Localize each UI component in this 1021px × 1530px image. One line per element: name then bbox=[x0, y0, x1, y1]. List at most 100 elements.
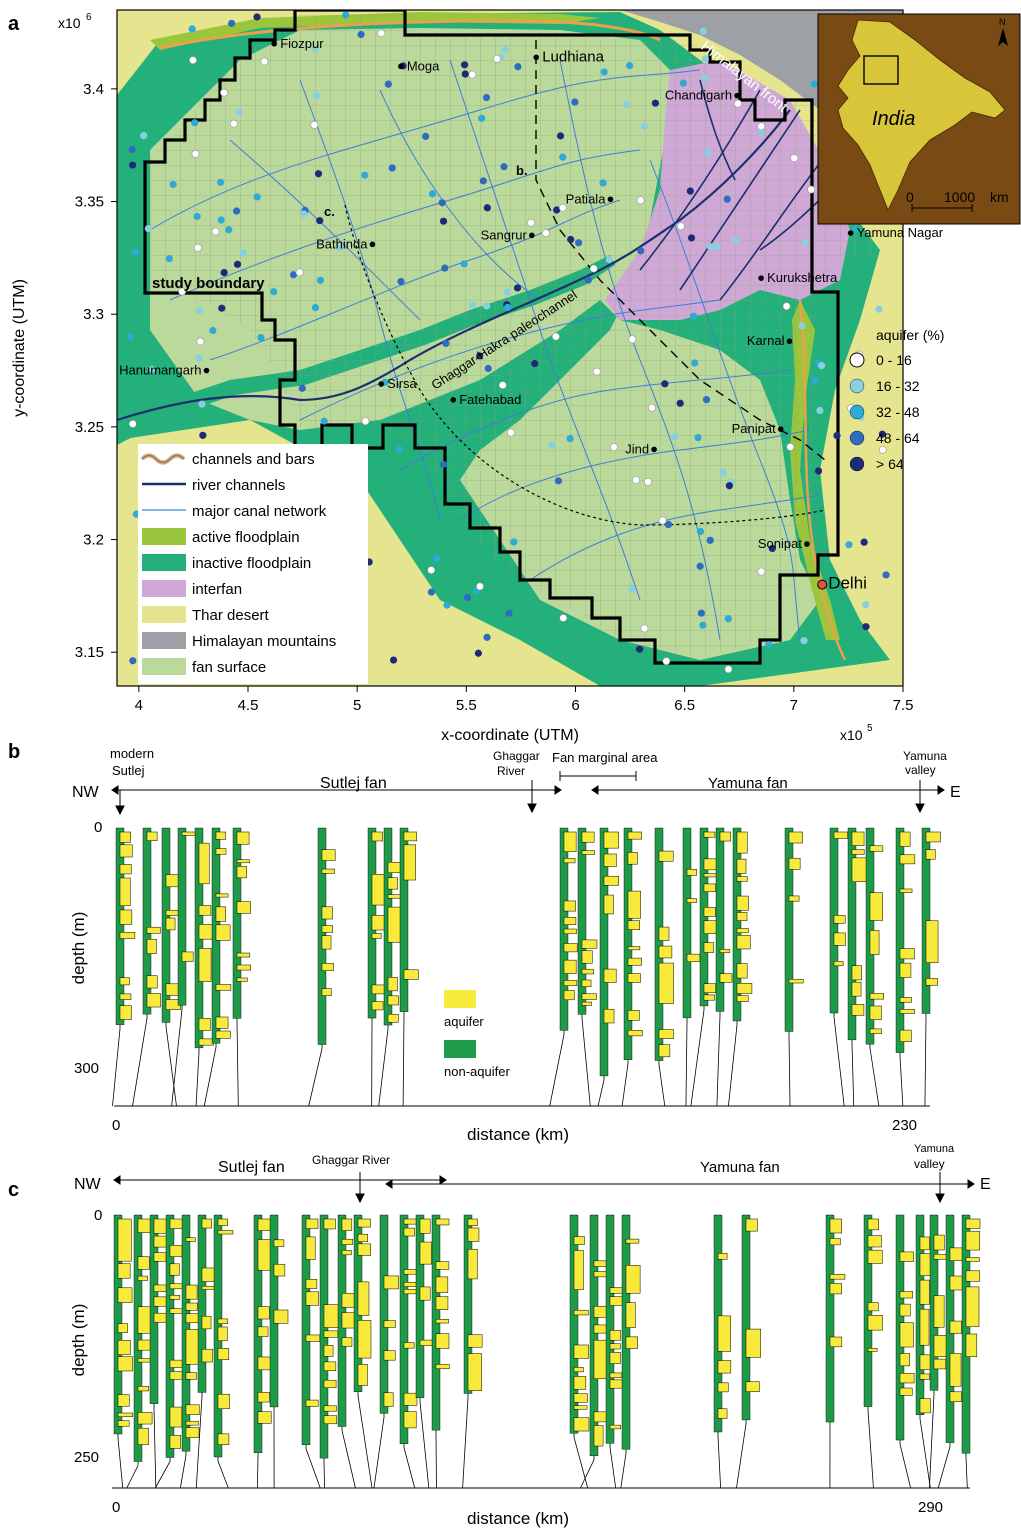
well-dot bbox=[817, 362, 826, 370]
well-dot bbox=[312, 91, 321, 100]
well-dot bbox=[782, 302, 791, 311]
aquifer-layer bbox=[609, 1379, 623, 1389]
well-log-leader bbox=[620, 1449, 627, 1489]
aquifer-layer bbox=[573, 1393, 588, 1403]
well-dot bbox=[428, 190, 437, 198]
well-log-column bbox=[895, 827, 905, 1053]
well-dot bbox=[800, 637, 808, 645]
b-x-axis-label: distance (km) bbox=[467, 1125, 569, 1144]
aquifer-layer bbox=[383, 1392, 394, 1407]
aquifer-layer bbox=[321, 849, 336, 861]
city-dot bbox=[529, 232, 535, 239]
aquifer-layer bbox=[198, 842, 210, 885]
aquifer-layer bbox=[323, 1304, 339, 1328]
aquifer-layer bbox=[137, 1256, 150, 1270]
north-arrow-icon bbox=[998, 28, 1008, 46]
aquifer-layer bbox=[323, 1330, 339, 1338]
aquifer-legend-label: aquifer bbox=[444, 1014, 484, 1029]
legend-label: channels and bars bbox=[192, 451, 315, 468]
well-dot bbox=[531, 359, 539, 368]
well-dot bbox=[626, 61, 634, 70]
well-log-column bbox=[232, 827, 242, 1019]
aquifer-layer bbox=[215, 1016, 229, 1029]
aquifer-layer bbox=[925, 849, 936, 860]
aquifer-layer bbox=[965, 1333, 978, 1357]
well-dot bbox=[443, 601, 451, 609]
aquifer-layer bbox=[581, 831, 595, 843]
well-log-column bbox=[379, 1214, 389, 1414]
well-log-column bbox=[133, 1214, 143, 1462]
y-tick-label: 3.2 bbox=[83, 532, 104, 549]
y-tick-label: 3.4 bbox=[83, 81, 104, 98]
aquifer-layer bbox=[321, 925, 333, 933]
aquifer-layer bbox=[851, 831, 865, 846]
scale-start-label: 0 bbox=[906, 189, 914, 205]
panel-a: a bbox=[8, 9, 1021, 744]
ghaggar-river-channel bbox=[117, 109, 791, 422]
aquifer-layer bbox=[869, 845, 884, 852]
aquifer-layer bbox=[949, 1320, 962, 1334]
b-y-tick-0: 0 bbox=[94, 819, 102, 836]
aquifer-layer bbox=[736, 928, 749, 934]
well-dot bbox=[270, 288, 278, 296]
aquifer-layer bbox=[403, 1227, 415, 1237]
aquifer-layer bbox=[198, 948, 212, 982]
aquifer-layer bbox=[703, 883, 716, 892]
aquifer-layer bbox=[341, 1337, 353, 1347]
aquifer-layer bbox=[403, 1392, 418, 1406]
well-log-column bbox=[621, 1214, 631, 1450]
aquifer-layer bbox=[321, 988, 332, 997]
well-dot bbox=[129, 657, 137, 665]
aquifer-layer bbox=[609, 1296, 623, 1306]
aquifer-layer bbox=[899, 831, 911, 847]
well-dot bbox=[422, 132, 430, 140]
well-dot bbox=[699, 27, 708, 35]
well-dot bbox=[882, 571, 890, 579]
city-label: Jind bbox=[625, 441, 649, 456]
aquifer-layer bbox=[573, 1344, 589, 1359]
panel-b: b modern Sutlej Sutlej fan Ghaggar River… bbox=[8, 741, 961, 1144]
aquifer-layer bbox=[323, 1405, 337, 1412]
aquifer-layer bbox=[919, 1373, 930, 1380]
city-dot bbox=[817, 579, 828, 590]
aquifer-layer bbox=[435, 1296, 449, 1310]
aquifer-layer bbox=[949, 1353, 962, 1387]
aquifer-layer bbox=[357, 1218, 371, 1228]
aquifer-layer bbox=[933, 1295, 945, 1328]
aquifer-layer bbox=[965, 1257, 980, 1262]
well-dot bbox=[798, 322, 806, 330]
annot-c-ghaggar-river: Ghaggar River bbox=[312, 1153, 390, 1167]
well-dot bbox=[628, 585, 636, 593]
well-log-leader bbox=[658, 1060, 666, 1107]
aquifer-layer bbox=[949, 1391, 962, 1403]
aquifer-layer bbox=[435, 1276, 449, 1293]
well-log-leader bbox=[403, 1443, 416, 1489]
well-dot bbox=[723, 195, 731, 203]
well-dot bbox=[189, 56, 197, 65]
aquifer-layer bbox=[563, 990, 575, 1001]
well-dot bbox=[225, 226, 233, 234]
well-log-leader bbox=[378, 1025, 389, 1107]
aquifer-layer bbox=[387, 995, 399, 1006]
well-log-leader bbox=[126, 1461, 139, 1489]
annot-yamuna-fan: Yamuna fan bbox=[708, 775, 788, 792]
well-log-leader bbox=[621, 1059, 629, 1107]
well-log-leader bbox=[155, 1457, 171, 1489]
well-dot bbox=[438, 199, 446, 207]
aquifer-layer bbox=[119, 977, 130, 986]
legend-swatch bbox=[142, 580, 186, 597]
aquifer-layer bbox=[625, 1265, 641, 1294]
aquifer-layer bbox=[201, 1348, 213, 1363]
well-dot bbox=[571, 98, 579, 106]
aquifer-layer bbox=[185, 1284, 198, 1300]
well-dot bbox=[232, 207, 241, 215]
well-log-leader bbox=[597, 1075, 605, 1107]
aquifer-layer bbox=[387, 877, 398, 890]
aquifer-layer bbox=[965, 1230, 981, 1251]
aquifer-layer bbox=[833, 960, 844, 967]
aquifer-layer bbox=[215, 893, 229, 898]
transect-b-line bbox=[535, 40, 826, 461]
well-log-column bbox=[654, 827, 664, 1061]
well-log-leader bbox=[357, 1391, 373, 1489]
well-dot bbox=[468, 70, 477, 79]
